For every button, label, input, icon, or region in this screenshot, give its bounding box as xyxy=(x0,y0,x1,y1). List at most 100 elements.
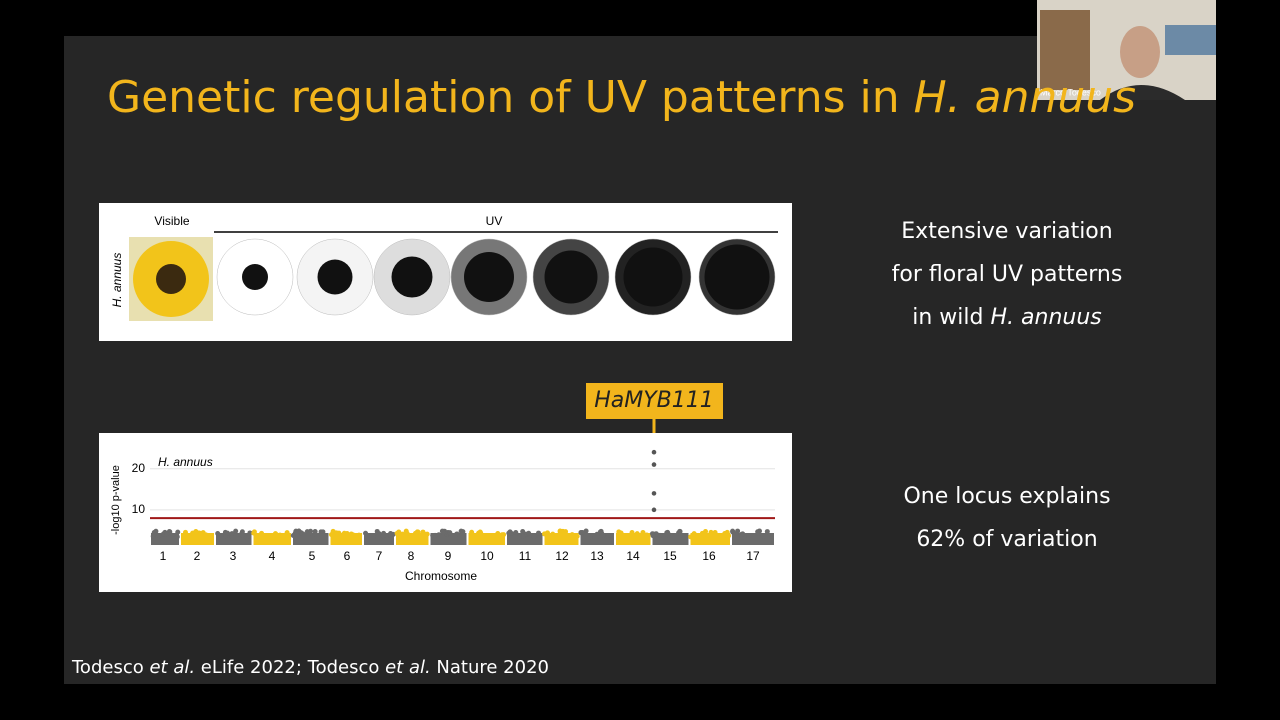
snp-dot xyxy=(318,529,324,535)
snp-dot xyxy=(384,533,390,539)
snp-dot xyxy=(251,529,257,535)
note-line: One locus explains xyxy=(903,484,1110,509)
snp-dot xyxy=(312,529,318,535)
participant-name: Marco Todesco xyxy=(1040,87,1101,97)
snp-dot xyxy=(703,529,709,535)
uv-flowers xyxy=(216,238,776,316)
snp-dot xyxy=(487,534,493,540)
notes: Extensive variation for floral UV patter… xyxy=(892,219,1123,552)
snp-dot xyxy=(730,528,736,534)
snp-dot xyxy=(440,529,446,535)
snp-dot xyxy=(579,530,585,536)
uv-center xyxy=(242,264,268,290)
snp-dot xyxy=(557,528,563,534)
snp-dot xyxy=(513,529,519,535)
snp-dot xyxy=(634,531,640,537)
snp-dot xyxy=(233,528,239,534)
note-italic: H. annuus xyxy=(990,305,1101,330)
snp-dot xyxy=(712,529,718,535)
snp-dot xyxy=(363,530,369,536)
x-tick-label: 17 xyxy=(746,549,760,563)
snp-dot xyxy=(193,529,199,535)
snp-dot xyxy=(156,533,162,539)
snp-dot xyxy=(240,532,246,538)
snp-dot xyxy=(563,529,569,535)
citation-part: et al. xyxy=(149,657,195,678)
x-tick-label: 10 xyxy=(480,549,494,563)
snp-dot xyxy=(688,534,694,540)
peak-point xyxy=(651,491,657,496)
snp-dot xyxy=(396,529,402,535)
snp-dot xyxy=(629,530,635,536)
x-tick-label: 3 xyxy=(230,549,237,563)
gene-label: HaMYB111 xyxy=(594,388,714,413)
snp-dot xyxy=(494,532,500,538)
snp-dot xyxy=(764,529,770,535)
snp-dot xyxy=(516,534,522,540)
snp-dot xyxy=(650,533,656,539)
snp-dot xyxy=(224,530,230,536)
visible-label: Visible xyxy=(154,214,189,228)
y-axis-label: -log10 p-value xyxy=(110,465,122,535)
species-label: H. annuus xyxy=(110,253,124,308)
face xyxy=(1120,26,1160,78)
snp-dot xyxy=(569,532,575,538)
snp-dot xyxy=(151,531,157,537)
snp-dot xyxy=(198,530,204,536)
snp-dot xyxy=(275,533,281,539)
snp-dot xyxy=(182,529,188,535)
x-tick-label: 4 xyxy=(269,549,276,563)
shelf xyxy=(1040,10,1090,90)
uv-center xyxy=(623,247,683,307)
citation: Todesco et al. eLife 2022; Todesco et al… xyxy=(71,657,549,678)
note-line: in wild H. annuus xyxy=(912,305,1101,330)
uv-center xyxy=(464,252,514,302)
flower-center xyxy=(156,264,186,294)
snp-dot xyxy=(478,530,484,536)
x-tick-label: 16 xyxy=(702,549,716,563)
snp-dot xyxy=(556,532,562,538)
snp-dot xyxy=(606,533,612,539)
snp-dot xyxy=(501,532,507,538)
x-tick-label: 15 xyxy=(663,549,677,563)
snp-dot xyxy=(691,531,697,537)
note-line: 62% of variation xyxy=(916,527,1097,552)
peak-point xyxy=(651,507,657,513)
snp-dot xyxy=(644,532,650,538)
chromosome-band xyxy=(690,533,730,545)
slide-title: Genetic regulation of UV patterns in H. … xyxy=(107,72,1136,123)
x-tick-label: 13 xyxy=(590,549,604,563)
snp-dot xyxy=(588,534,594,540)
uv-center xyxy=(544,250,598,304)
x-tick-label: 12 xyxy=(555,549,569,563)
snp-dot xyxy=(722,530,728,536)
snp-dot xyxy=(531,534,537,540)
snp-dot xyxy=(175,529,181,535)
snp-dot xyxy=(246,533,252,539)
snp-dot xyxy=(229,531,235,537)
snp-dot xyxy=(348,531,354,537)
snp-dot xyxy=(259,533,265,539)
snp-dot xyxy=(344,531,350,537)
snp-dot xyxy=(331,533,337,539)
snp-dot xyxy=(617,530,623,536)
snp-dot xyxy=(629,533,635,539)
title-italic: H. annuus xyxy=(914,72,1137,123)
webcam: Marco Todesco xyxy=(1037,0,1216,100)
image-panel: Visible UV H. annuus xyxy=(99,203,792,341)
chromosome-band xyxy=(732,533,774,545)
snp-dot xyxy=(412,530,418,536)
manhattan-plot: H. annuus -log10 p-value Chromosome 10 20… xyxy=(99,433,792,592)
uv-center xyxy=(391,256,433,298)
snp-dot xyxy=(458,528,464,534)
citation-part: Nature 2020 xyxy=(431,657,549,678)
snp-dot xyxy=(268,533,274,539)
snp-dot xyxy=(594,531,600,537)
snp-dot xyxy=(760,533,766,539)
snp-dot xyxy=(506,530,512,536)
snp-dot xyxy=(545,530,551,536)
snp-dot xyxy=(387,532,393,538)
y-tick-label: 10 xyxy=(132,502,146,516)
citation-part: Todesco xyxy=(71,657,149,678)
